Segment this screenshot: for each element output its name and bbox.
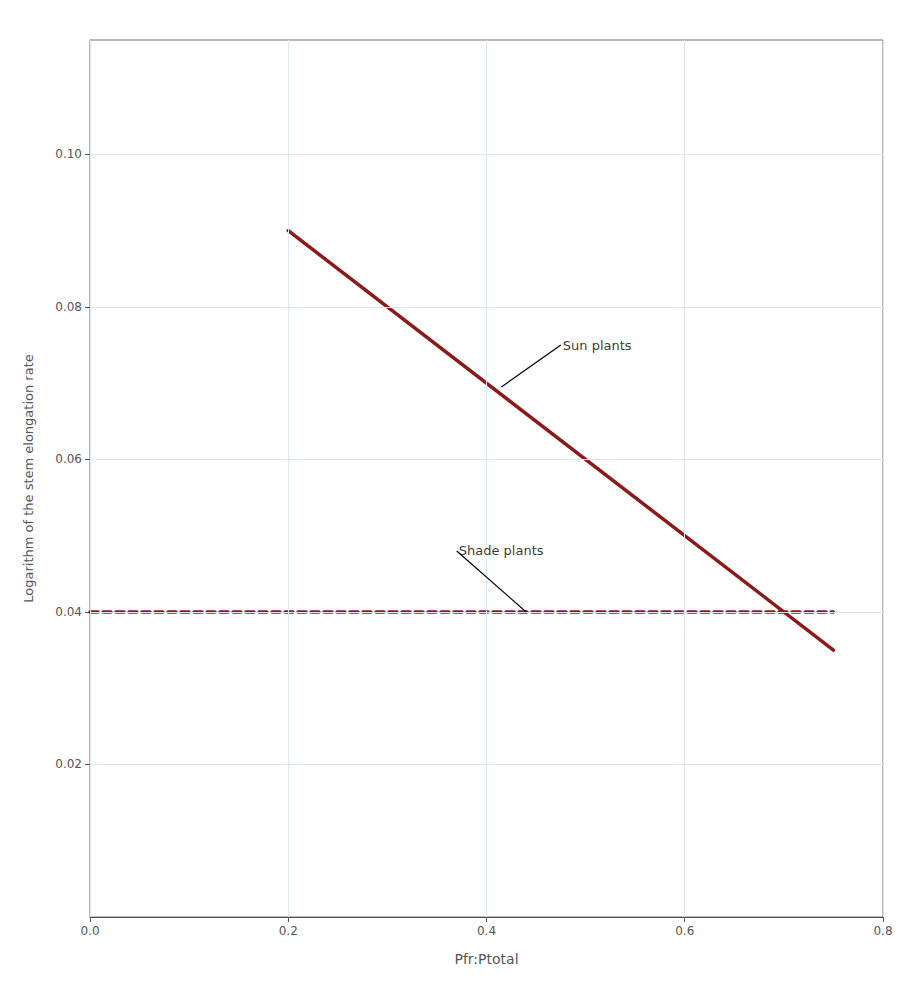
svg-text:0.06: 0.06	[55, 452, 82, 466]
svg-text:Shade plants: Shade plants	[459, 543, 544, 558]
svg-text:0.8: 0.8	[873, 924, 892, 938]
svg-text:Logarithm of the stem elongati: Logarithm of the stem elongation rate	[21, 354, 36, 603]
svg-text:0.4: 0.4	[477, 924, 496, 938]
svg-text:0.0: 0.0	[80, 924, 99, 938]
svg-text:0.08: 0.08	[55, 300, 82, 314]
svg-text:0.02: 0.02	[55, 757, 82, 771]
svg-text:0.2: 0.2	[279, 924, 298, 938]
svg-text:0.10: 0.10	[55, 147, 82, 161]
svg-text:0.04: 0.04	[55, 605, 82, 619]
svg-text:Sun plants: Sun plants	[563, 338, 632, 353]
svg-text:Pfr:Ptotal: Pfr:Ptotal	[454, 951, 518, 967]
svg-text:0.6: 0.6	[675, 924, 694, 938]
